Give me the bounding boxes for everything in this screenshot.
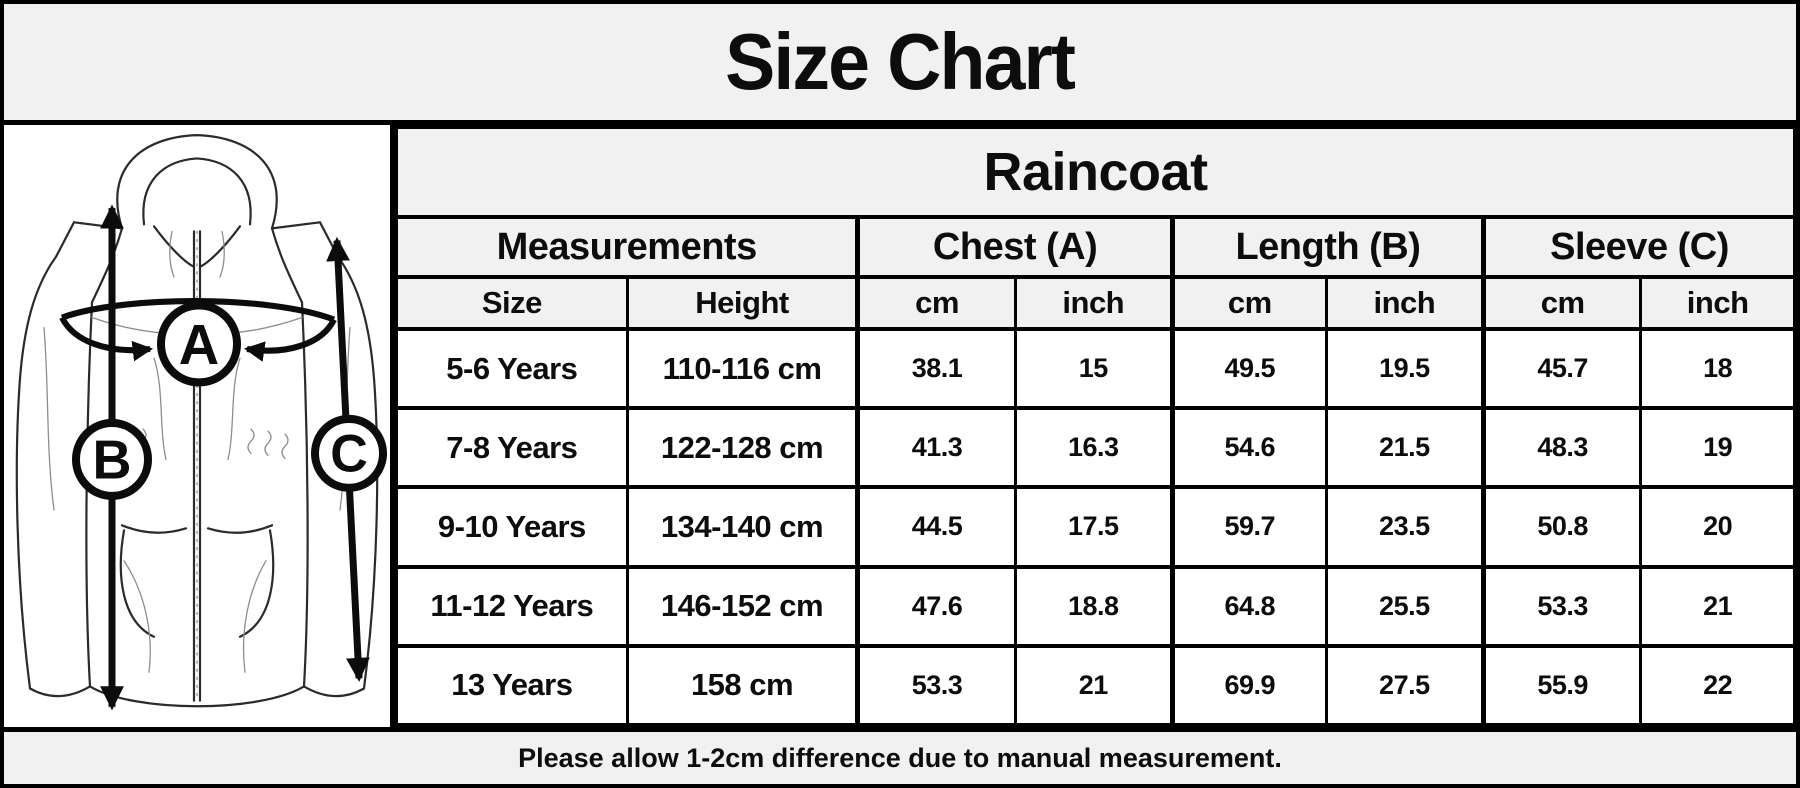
column-header: Height	[625, 275, 860, 331]
measurement-note: Please allow 1-2cm difference due to man…	[518, 742, 1282, 773]
value-cell: 45.7	[1480, 326, 1643, 411]
size-cell: 11-12 Years	[395, 564, 629, 648]
column-header: Size	[395, 275, 629, 331]
column-header-row: Size Height cm inch cm inch cm inch	[395, 275, 1797, 331]
value-cell: 17.5	[1013, 485, 1174, 569]
table-row: 11-12 Years 146-152 cm 47.6 18.8 64.8 25.5 53.…	[395, 564, 1797, 648]
value-cell: 44.5	[855, 485, 1017, 569]
group-header: Length (B)	[1169, 215, 1485, 279]
height-cell: 110-116 cm	[625, 326, 860, 411]
group-header: Sleeve (C)	[1480, 215, 1797, 279]
value-cell: 50.8	[1480, 485, 1643, 569]
column-header: cm	[855, 275, 1017, 331]
value-cell: 16.3	[1013, 406, 1174, 490]
column-header: inch	[1324, 275, 1485, 331]
value-cell: 53.3	[855, 643, 1017, 728]
size-cell: 5-6 Years	[395, 326, 629, 411]
value-cell: 47.6	[855, 564, 1017, 648]
table-row: 5-6 Years 110-116 cm 38.1 15 49.5 19.5 45.7 18	[395, 326, 1797, 411]
product-title: Raincoat	[394, 125, 1797, 219]
value-cell: 23.5	[1324, 485, 1485, 569]
value-cell: 27.5	[1324, 643, 1485, 728]
value-cell: 69.9	[1169, 643, 1328, 728]
column-header: inch	[1639, 275, 1797, 331]
value-cell: 21.5	[1324, 406, 1485, 490]
value-cell: 54.6	[1169, 406, 1328, 490]
table-row: 13 Years 158 cm 53.3 21 69.9 27.5 55.9 22	[395, 643, 1797, 728]
column-header: cm	[1480, 275, 1643, 331]
product-header-row: Raincoat	[394, 125, 1797, 219]
value-cell: 21	[1639, 564, 1797, 648]
measure-label-c: C	[311, 414, 387, 492]
column-header: inch	[1013, 275, 1174, 331]
table-row: 7-8 Years 122-128 cm 41.3 16.3 54.6 21.5 48.3 1…	[395, 406, 1797, 490]
size-cell: 13 Years	[395, 643, 629, 728]
height-cell: 146-152 cm	[625, 564, 860, 648]
group-header-row: Measurements Chest (A) Length (B) Sleeve (C…	[394, 215, 1797, 279]
height-cell: 134-140 cm	[625, 485, 860, 569]
measure-letter-b: B	[92, 429, 131, 490]
measure-label-b: B	[72, 418, 152, 500]
value-cell: 25.5	[1324, 564, 1485, 648]
raincoat-illustration: A B C	[15, 134, 387, 711]
value-cell: 48.3	[1480, 406, 1643, 490]
value-cell: 20	[1639, 485, 1797, 569]
column-header: cm	[1169, 275, 1328, 331]
value-cell: 55.9	[1480, 643, 1643, 728]
title-band: Size Chart	[4, 4, 1796, 120]
value-cell: 41.3	[855, 406, 1017, 490]
value-cell: 53.3	[1480, 564, 1643, 648]
value-cell: 64.8	[1169, 564, 1328, 648]
garment-diagram-panel: A B C	[4, 125, 390, 727]
height-cell: 158 cm	[625, 643, 860, 728]
table-row: 9-10 Years 134-140 cm 44.5 17.5 59.7 23.5 50.8…	[395, 485, 1797, 569]
value-cell: 15	[1013, 326, 1174, 411]
value-cell: 18.8	[1013, 564, 1174, 648]
content-area: A B C Raincoat Measur	[4, 125, 1797, 728]
height-cell: 122-128 cm	[625, 406, 860, 490]
group-header: Measurements	[394, 215, 860, 279]
value-cell: 59.7	[1169, 485, 1328, 569]
group-header: Chest (A)	[855, 215, 1174, 279]
page-title: Size Chart	[725, 17, 1077, 106]
raincoat-sketch	[15, 134, 379, 708]
value-cell: 18	[1639, 326, 1797, 411]
value-cell: 21	[1013, 643, 1174, 728]
measure-label-a: A	[157, 301, 241, 387]
measure-letter-c: C	[330, 425, 368, 483]
measure-letter-a: A	[179, 313, 219, 376]
size-chart-table: Raincoat Measurements Chest (A) Length (B) S…	[394, 125, 1797, 728]
footer-band: Please allow 1-2cm difference due to man…	[4, 732, 1796, 784]
size-cell: 7-8 Years	[395, 406, 629, 490]
value-cell: 22	[1639, 643, 1797, 728]
value-cell: 49.5	[1169, 326, 1328, 411]
size-cell: 9-10 Years	[395, 485, 629, 569]
table-panel: Raincoat Measurements Chest (A) Length (B) S…	[394, 125, 1797, 728]
value-cell: 19	[1639, 406, 1797, 490]
value-cell: 19.5	[1324, 326, 1485, 411]
value-cell: 38.1	[855, 326, 1017, 411]
